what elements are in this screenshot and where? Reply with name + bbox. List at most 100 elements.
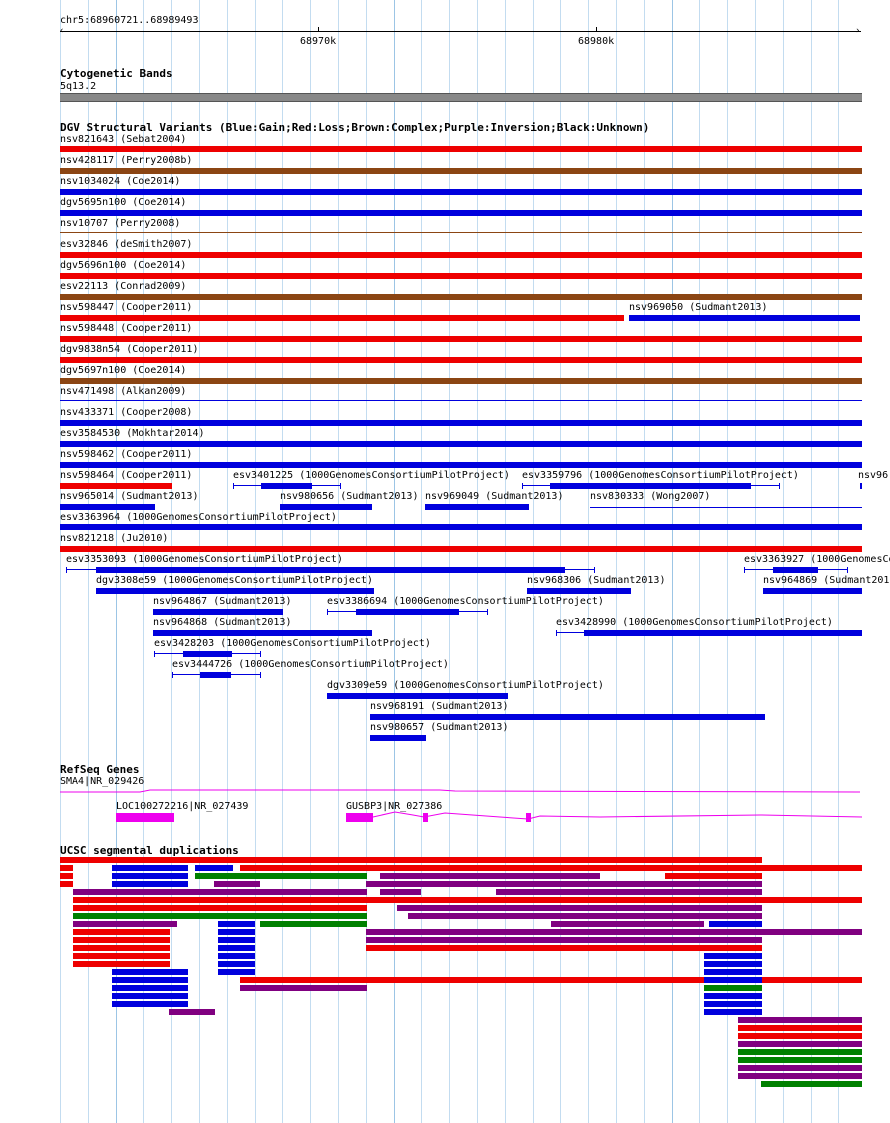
variant-label[interactable]: nsv980656 (Sudmant2013): [280, 491, 419, 502]
variant-label[interactable]: nsv964869 (Sudmant201: [763, 575, 890, 586]
segdup-bar[interactable]: [112, 993, 188, 999]
variant-bar[interactable]: [327, 693, 508, 699]
segdup-bar[interactable]: [195, 865, 233, 871]
segdup-bar[interactable]: [704, 985, 762, 991]
cytoband-5q13.2[interactable]: [60, 93, 862, 102]
variant-label[interactable]: nsv969050 (Sudmant2013): [629, 302, 768, 313]
variant-label[interactable]: nsv821643 (Sebat2004): [60, 134, 187, 145]
segdup-bar[interactable]: [738, 1017, 862, 1023]
gene-gusbp3-exon[interactable]: [526, 813, 531, 822]
variant-bar[interactable]: [60, 357, 862, 363]
gene-gusbp3-exon[interactable]: [423, 813, 428, 822]
segdup-bar[interactable]: [73, 945, 170, 951]
refseq-track-title[interactable]: RefSeq Genes: [60, 763, 140, 776]
segdup-bar[interactable]: [704, 993, 762, 999]
variant-bar[interactable]: [96, 567, 565, 573]
dgv-track-title[interactable]: DGV Structural Variants (Blue:Gain;Red:L…: [60, 121, 650, 134]
variant-label[interactable]: dgv5696n100 (Coe2014): [60, 260, 187, 271]
variant-label[interactable]: nsv428117 (Perry2008b): [60, 155, 193, 166]
segdup-bar[interactable]: [738, 1025, 862, 1031]
variant-label[interactable]: nsv830333 (Wong2007): [590, 491, 711, 502]
variant-end[interactable]: [172, 672, 173, 678]
variant-bar[interactable]: [60, 546, 862, 552]
variant-bar[interactable]: [629, 315, 860, 321]
variant-bar[interactable]: [425, 504, 529, 510]
gene-sma4-model[interactable]: [60, 789, 861, 793]
variant-end[interactable]: [594, 567, 595, 573]
variant-bar[interactable]: [60, 315, 624, 321]
variant-end[interactable]: [327, 609, 328, 615]
segdup-bar[interactable]: [112, 873, 188, 879]
segdup-bar[interactable]: [218, 929, 255, 935]
segdup-bar[interactable]: [218, 937, 255, 943]
variant-label[interactable]: nsv433371 (Cooper2008): [60, 407, 193, 418]
segdup-bar[interactable]: [397, 905, 762, 911]
variant-end[interactable]: [260, 651, 261, 657]
variant-label[interactable]: nsv96: [858, 470, 889, 481]
variant-label[interactable]: nsv968191 (Sudmant2013): [370, 701, 509, 712]
variant-label[interactable]: esv3363927 (1000GenomesCo: [744, 554, 890, 565]
variant-end[interactable]: [556, 630, 557, 636]
gene-label[interactable]: SMA4|NR_029426: [60, 776, 145, 787]
variant-label[interactable]: nsv965014 (Sudmant2013): [60, 491, 199, 502]
variant-bar[interactable]: [60, 232, 862, 233]
variant-label[interactable]: esv3353093 (1000GenomesConsortiumPilotPr…: [66, 554, 343, 565]
cytoband-track-title[interactable]: Cytogenetic Bands: [60, 67, 173, 80]
variant-bar[interactable]: [550, 483, 751, 489]
segdup-bar[interactable]: [73, 889, 367, 895]
segdup-bar[interactable]: [260, 921, 367, 927]
variant-bar[interactable]: [60, 210, 862, 216]
variant-bar[interactable]: [763, 588, 862, 594]
segdup-bar[interactable]: [112, 985, 188, 991]
segdup-bar[interactable]: [169, 1009, 215, 1015]
gene-gusbp3-model[interactable]: [372, 811, 863, 820]
variant-label[interactable]: esv3363964 (1000GenomesConsortiumPilotPr…: [60, 512, 337, 523]
variant-bar[interactable]: [183, 651, 232, 657]
segdup-bar[interactable]: [665, 873, 762, 879]
variant-bar[interactable]: [280, 504, 372, 510]
variant-bar[interactable]: [356, 609, 459, 615]
segdup-bar[interactable]: [738, 1073, 862, 1079]
segdup-bar[interactable]: [214, 881, 260, 887]
variant-bar[interactable]: [60, 168, 862, 174]
segdup-bar[interactable]: [240, 985, 367, 991]
variant-label[interactable]: esv3444726 (1000GenomesConsortiumPilotPr…: [172, 659, 449, 670]
segdup-bar[interactable]: [73, 921, 177, 927]
variant-label[interactable]: esv3584530 (Mokhtar2014): [60, 428, 205, 439]
segdup-bar[interactable]: [704, 953, 762, 959]
variant-label[interactable]: dgv3309e59 (1000GenomesConsortiumPilotPr…: [327, 680, 604, 691]
variant-bar[interactable]: [860, 483, 862, 489]
variant-end[interactable]: [260, 672, 261, 678]
variant-end[interactable]: [779, 483, 780, 489]
variant-bar[interactable]: [60, 273, 862, 279]
segdup-bar[interactable]: [704, 961, 762, 967]
variant-label[interactable]: nsv980657 (Sudmant2013): [370, 722, 509, 733]
variant-end[interactable]: [66, 567, 67, 573]
variant-bar[interactable]: [261, 483, 312, 489]
variant-label[interactable]: nsv598448 (Cooper2011): [60, 323, 193, 334]
variant-end[interactable]: [744, 567, 745, 573]
variant-label[interactable]: nsv10707 (Perry2008): [60, 218, 181, 229]
segdup-bar[interactable]: [704, 969, 762, 975]
segdup-bar[interactable]: [112, 881, 188, 887]
variant-label[interactable]: nsv964868 (Sudmant2013): [153, 617, 292, 628]
variant-end[interactable]: [233, 483, 234, 489]
segdup-bar[interactable]: [73, 897, 862, 903]
variant-bar[interactable]: [773, 567, 818, 573]
segdup-bar[interactable]: [218, 945, 255, 951]
segdup-bar[interactable]: [218, 969, 255, 975]
variant-bar[interactable]: [370, 735, 426, 741]
segdup-bar[interactable]: [709, 921, 762, 927]
segdup-bar[interactable]: [60, 857, 762, 863]
segdup-bar[interactable]: [704, 977, 762, 983]
segdup-bar[interactable]: [60, 865, 73, 871]
variant-label[interactable]: dgv5695n100 (Coe2014): [60, 197, 187, 208]
variant-end[interactable]: [522, 483, 523, 489]
variant-label[interactable]: nsv1034024 (Coe2014): [60, 176, 181, 187]
variant-label[interactable]: nsv471498 (Alkan2009): [60, 386, 187, 397]
variant-end[interactable]: [487, 609, 488, 615]
gene-label[interactable]: GUSBP3|NR_027386: [346, 801, 443, 812]
segdup-bar[interactable]: [73, 953, 170, 959]
variant-label[interactable]: nsv598464 (Cooper2011): [60, 470, 193, 481]
variant-end[interactable]: [154, 651, 155, 657]
